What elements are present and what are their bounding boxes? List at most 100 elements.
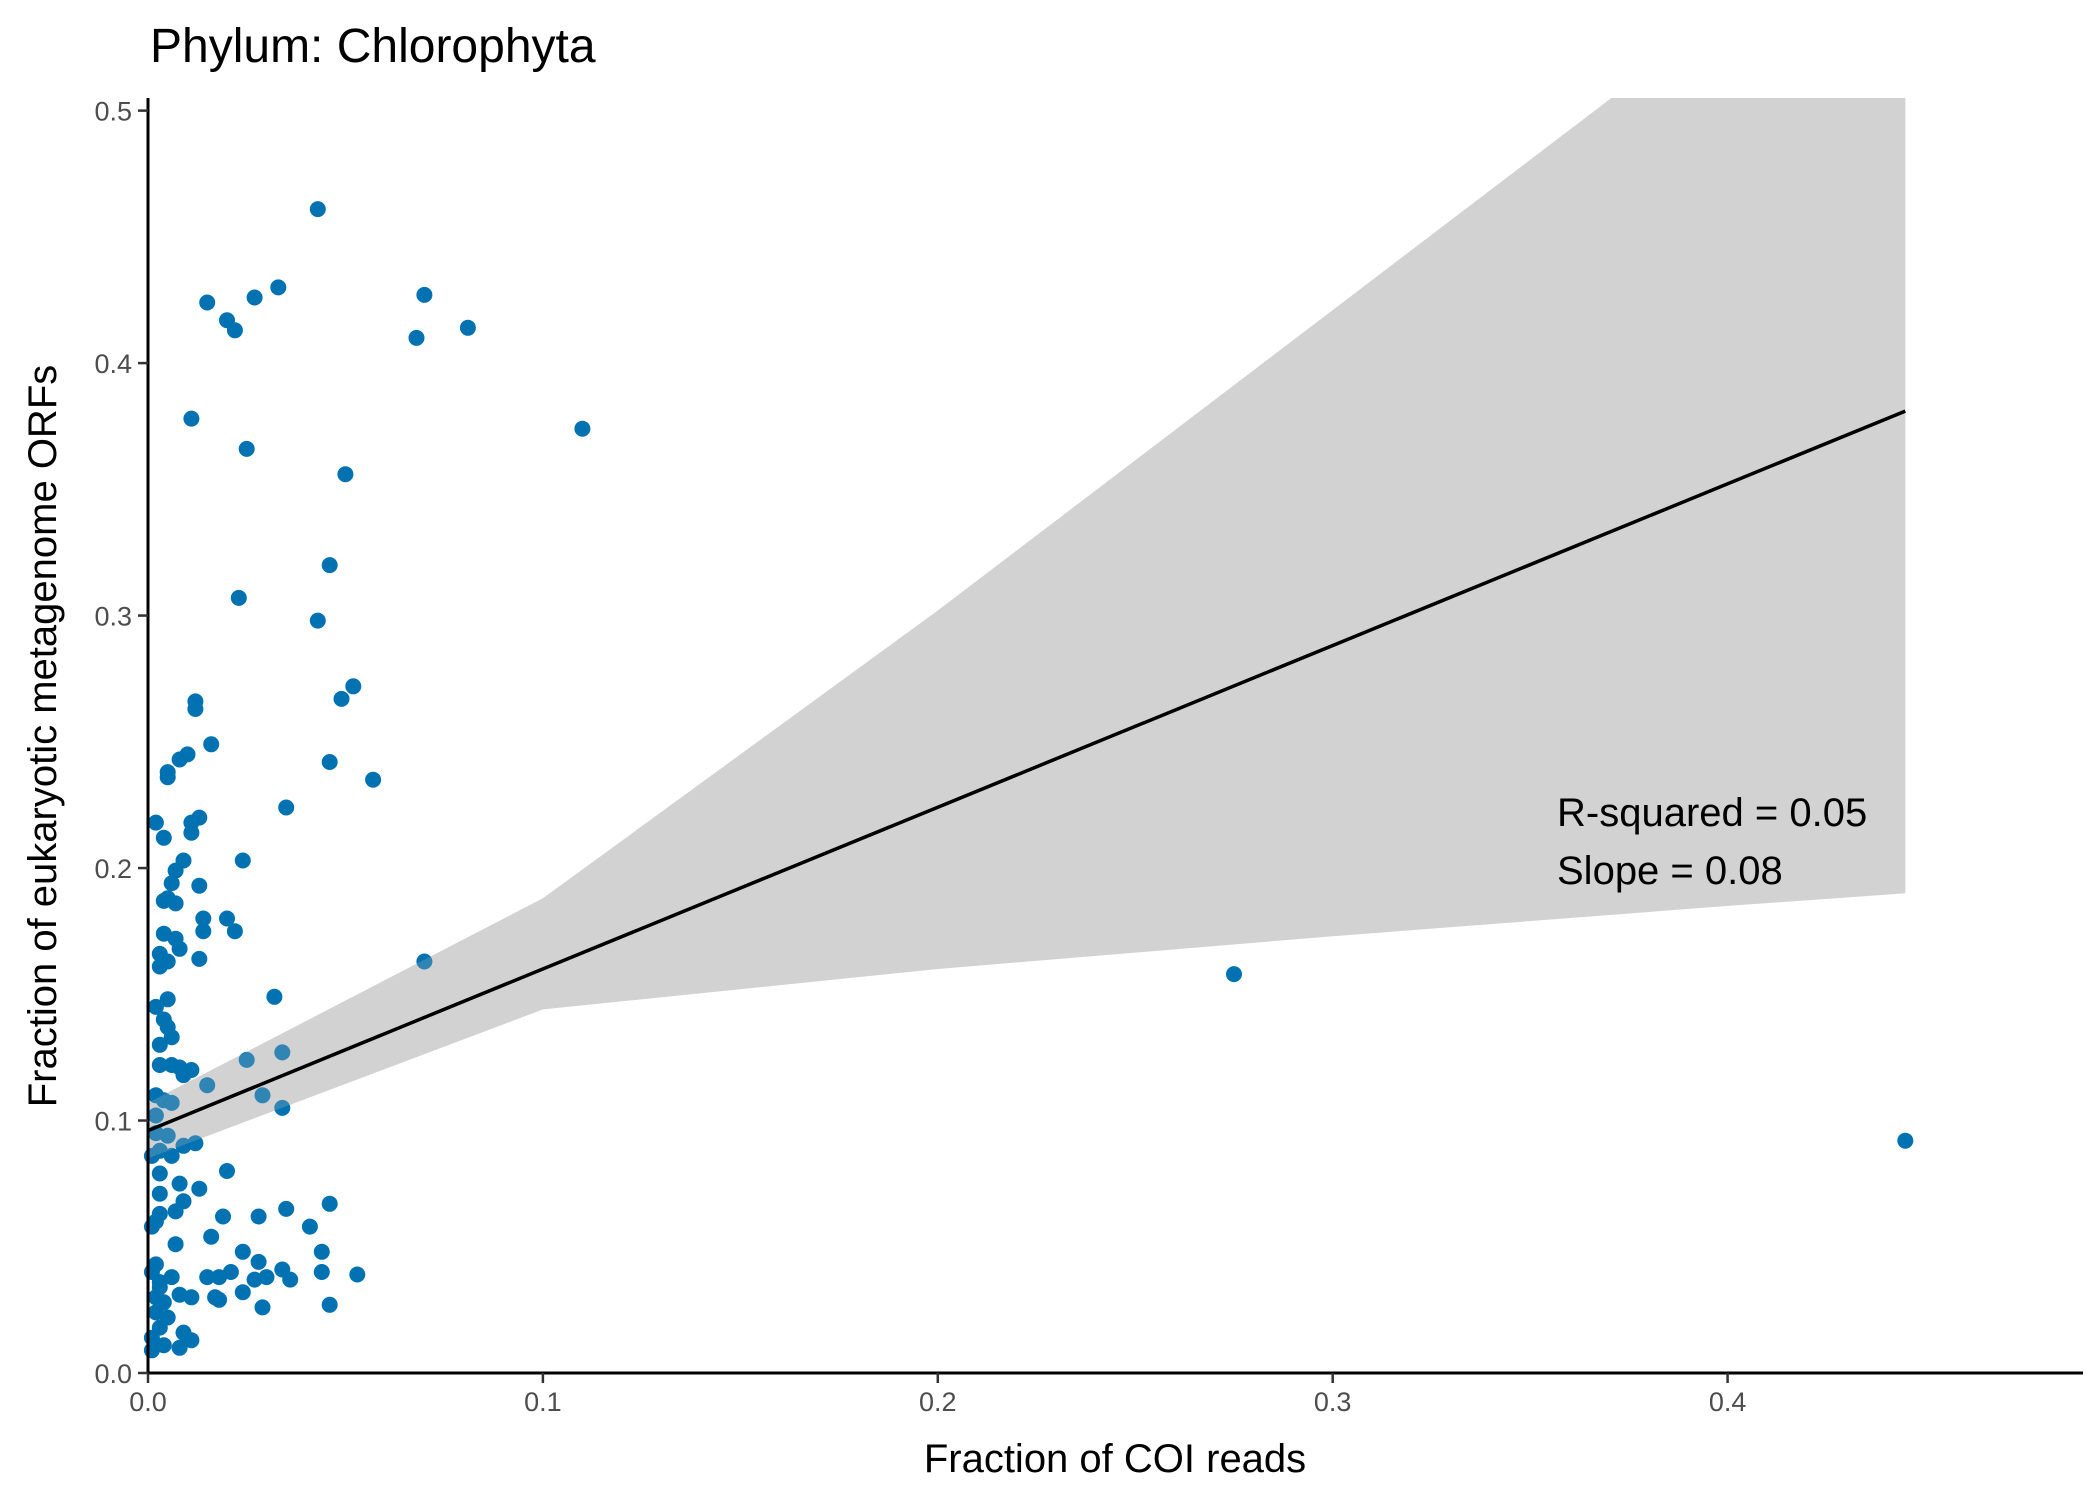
data-point (191, 1180, 208, 1197)
data-point (195, 923, 212, 940)
y-tick-label: 0.1 (94, 1107, 132, 1137)
data-point (333, 690, 350, 707)
data-point (219, 910, 235, 927)
data-point (171, 1175, 188, 1192)
x-tick-label: 0.4 (1709, 1387, 1747, 1417)
data-point (195, 910, 212, 927)
chart-title: Phylum: Chlorophyta (150, 20, 596, 73)
x-tick-label: 0.2 (919, 1387, 957, 1417)
data-point (321, 557, 338, 574)
data-point (147, 1107, 164, 1124)
data-point (151, 1165, 168, 1182)
data-point (203, 736, 220, 753)
data-point (234, 852, 251, 869)
data-point (266, 988, 283, 1005)
data-point (238, 440, 255, 457)
data-point (1226, 966, 1242, 983)
data-point (211, 1291, 228, 1308)
y-tick-label: 0.4 (94, 349, 132, 379)
data-point (151, 958, 168, 975)
data-point (167, 1236, 184, 1253)
data-point (337, 466, 354, 483)
data-point (175, 1067, 192, 1084)
data-point (408, 329, 425, 346)
data-point (274, 1044, 291, 1061)
data-point (183, 1332, 200, 1349)
data-point (254, 1087, 271, 1104)
data-point (459, 319, 476, 336)
data-point (171, 940, 188, 957)
data-point (143, 1218, 160, 1235)
data-point (226, 322, 243, 339)
x-tick-label: 0.1 (524, 1387, 562, 1417)
data-point (187, 701, 204, 717)
data-point (163, 1094, 180, 1111)
data-point (199, 1269, 216, 1286)
data-point (187, 1135, 204, 1152)
data-point (199, 294, 216, 311)
data-point (230, 589, 247, 606)
data-point (191, 877, 208, 894)
r-squared-annotation: R-squared = 0.05 (1557, 791, 1867, 835)
data-point (191, 950, 208, 967)
data-point (226, 923, 243, 940)
data-point (143, 1342, 160, 1359)
regression-line (148, 409, 1906, 1133)
data-point (278, 1200, 295, 1217)
data-point (258, 1269, 275, 1286)
data-point (171, 1286, 188, 1303)
data-point (574, 420, 591, 437)
data-point (246, 1271, 263, 1288)
data-point (147, 998, 164, 1015)
data-point (1897, 1132, 1914, 1149)
data-point (159, 769, 176, 786)
data-point (203, 1228, 220, 1245)
data-point (219, 1163, 235, 1179)
data-point (250, 1208, 267, 1225)
data-point (151, 1036, 168, 1053)
data-point (250, 1253, 267, 1270)
x-axis-title: Fraction of COI reads (924, 1437, 1306, 1481)
data-point (171, 1339, 188, 1356)
data-point (155, 829, 172, 846)
data-point (143, 1264, 160, 1280)
data-point (147, 814, 164, 831)
data-point (254, 1299, 271, 1316)
data-point (151, 1185, 168, 1202)
data-point (309, 612, 326, 629)
data-point (301, 1218, 318, 1235)
y-tick-label: 0.0 (94, 1359, 132, 1389)
data-point (321, 1195, 338, 1212)
data-point (159, 1127, 176, 1144)
data-point (309, 201, 326, 218)
data-point (345, 678, 362, 695)
data-point (234, 1284, 251, 1301)
data-point (246, 289, 263, 306)
fit-line-layer (148, 409, 1906, 1133)
data-point (313, 1243, 330, 1260)
data-point (167, 1203, 184, 1220)
axes-layer: 0.0 0.1 0.2 0.3 0.4 0.0 0.1 0.2 0.3 0.4 0.5 (94, 97, 2083, 1417)
x-tick-label: 0.0 (129, 1387, 167, 1417)
data-point (416, 286, 433, 303)
x-tick-label: 0.3 (1314, 1387, 1352, 1417)
data-point (183, 824, 200, 841)
data-point (163, 1147, 180, 1164)
confidence-band (148, 98, 1906, 1159)
data-point (163, 875, 180, 892)
data-point (211, 1269, 228, 1286)
data-point (171, 751, 188, 768)
data-point (199, 1077, 216, 1094)
data-point (215, 1208, 231, 1225)
data-point (349, 1266, 366, 1283)
slope-annotation: Slope = 0.08 (1557, 849, 1783, 893)
data-point (321, 1296, 338, 1313)
confidence-band-overlay (148, 98, 1906, 1159)
data-point (270, 279, 287, 296)
data-point (321, 754, 338, 770)
data-point (282, 1271, 299, 1288)
data-point (159, 991, 176, 1008)
data-point (151, 1057, 168, 1073)
